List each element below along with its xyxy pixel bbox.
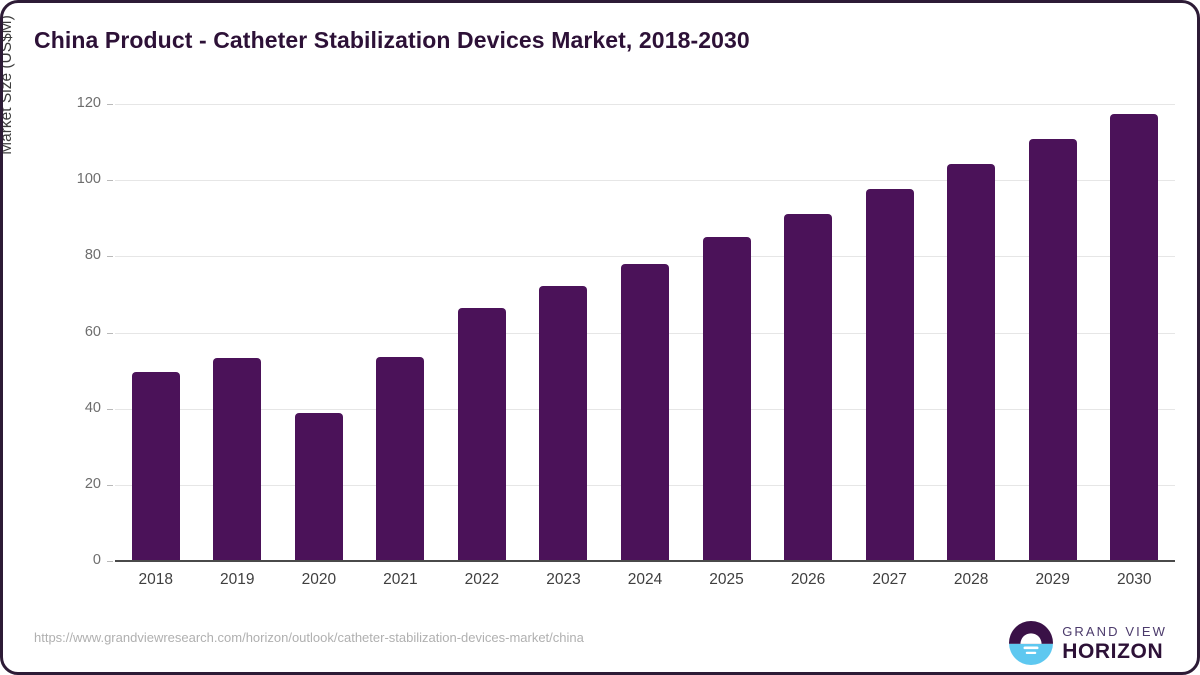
x-tick-label-2020: 2020 [301, 571, 337, 588]
bar-2022[interactable] [457, 308, 506, 561]
y-tick-label: 40 [84, 399, 101, 416]
bar-2023[interactable] [539, 286, 588, 561]
plot-area [115, 104, 1175, 561]
grand-view-horizon-logo: GRAND VIEW HORIZON [1009, 621, 1167, 665]
bar-2020[interactable] [294, 413, 343, 561]
y-tick-mark [107, 484, 113, 486]
x-tick-label-2029: 2029 [1035, 571, 1070, 588]
y-tick-label: 0 [92, 552, 101, 568]
x-tick-label-2023: 2023 [546, 571, 581, 588]
gridline [115, 104, 1175, 105]
bar-2030[interactable] [1110, 113, 1159, 561]
bar-2018[interactable] [131, 372, 180, 561]
logo-line-2: HORIZON [1062, 639, 1164, 663]
y-tick-mark [107, 104, 113, 105]
bar-2021[interactable] [376, 356, 425, 561]
source-url: https://www.grandviewresearch.com/horizo… [34, 630, 584, 645]
x-tick-label-2027: 2027 [872, 571, 907, 588]
gridline [115, 180, 1175, 182]
x-tick-label-2026: 2026 [790, 571, 826, 588]
bar-2026[interactable] [784, 213, 833, 561]
y-tick-mark [107, 332, 113, 334]
y-tick-mark [107, 408, 113, 410]
bar-2027[interactable] [865, 188, 914, 561]
x-tick-label-2025: 2025 [709, 571, 744, 588]
gridline [115, 256, 1175, 258]
y-tick-mark [107, 561, 113, 562]
bar-2029[interactable] [1028, 139, 1077, 561]
page-title: China Product - Catheter Stabilization D… [34, 27, 750, 53]
y-tick-label: 120 [76, 95, 101, 111]
bar-2019[interactable] [213, 357, 262, 561]
y-tick-label: 100 [76, 171, 101, 188]
x-tick-label-2024: 2024 [627, 571, 663, 588]
x-tick-label-2021: 2021 [383, 571, 418, 588]
x-tick-label-2028: 2028 [953, 571, 989, 588]
x-tick-label-2022: 2022 [464, 571, 500, 588]
logo-text: GRAND VIEW HORIZON [1062, 625, 1167, 662]
y-axis-title: Market Size (US$M) [0, 15, 15, 155]
bar-2028[interactable] [947, 164, 996, 561]
horizon-circle-icon [1009, 621, 1054, 665]
y-tick-mark [107, 180, 113, 182]
y-tick-label: 80 [84, 247, 101, 264]
y-tick-label: 60 [84, 323, 101, 340]
x-tick-label-2019: 2019 [220, 571, 255, 588]
x-tick-label-2018: 2018 [138, 571, 173, 588]
x-axis-line [115, 560, 1175, 562]
bar-2025[interactable] [702, 236, 751, 561]
y-tick-label: 20 [84, 475, 101, 492]
y-tick-mark [107, 256, 113, 258]
bar-2024[interactable] [621, 263, 669, 561]
x-tick-label-2030: 2030 [1116, 571, 1152, 588]
logo-line-1: GRAND VIEW [1062, 623, 1167, 639]
